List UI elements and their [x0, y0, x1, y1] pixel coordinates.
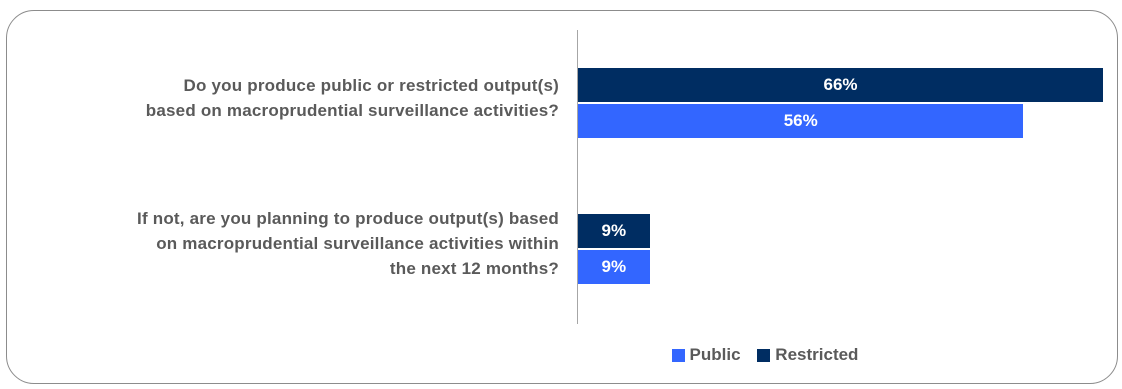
category-label-line: based on macroprudential surveillance ac…: [145, 101, 559, 120]
data-label: 56%: [783, 111, 818, 130]
legend-label-public: Public: [689, 345, 741, 364]
category-label-output: Do you produce public or restricted outp…: [0, 73, 559, 123]
legend-swatch-public: [671, 348, 685, 362]
data-label: 9%: [601, 257, 627, 276]
legend-label-restricted: Restricted: [775, 345, 859, 364]
bar-public-output: 56%: [578, 104, 1024, 138]
legend-swatch-restricted: [757, 348, 771, 362]
bar-public-planning: 9%: [578, 250, 650, 284]
data-label: 66%: [823, 75, 858, 94]
bar-restricted-output: 66%: [578, 68, 1103, 102]
category-label-line: the next 12 months?: [389, 259, 559, 278]
data-label: 9%: [601, 221, 627, 240]
category-label-line: on macroprudential surveillance activiti…: [156, 234, 559, 253]
legend-item-restricted: Restricted: [757, 345, 858, 365]
category-axis: [577, 30, 578, 324]
legend-item-public: Public: [671, 345, 741, 365]
bar-restricted-planning: 9%: [578, 214, 650, 248]
category-label-planning: If not, are you planning to produce outp…: [0, 206, 559, 281]
category-label-line: Do you produce public or restricted outp…: [183, 76, 559, 95]
chart-frame: [6, 10, 1118, 384]
legend: Public Restricted: [0, 345, 1122, 367]
category-label-line: If not, are you planning to produce outp…: [137, 209, 559, 228]
